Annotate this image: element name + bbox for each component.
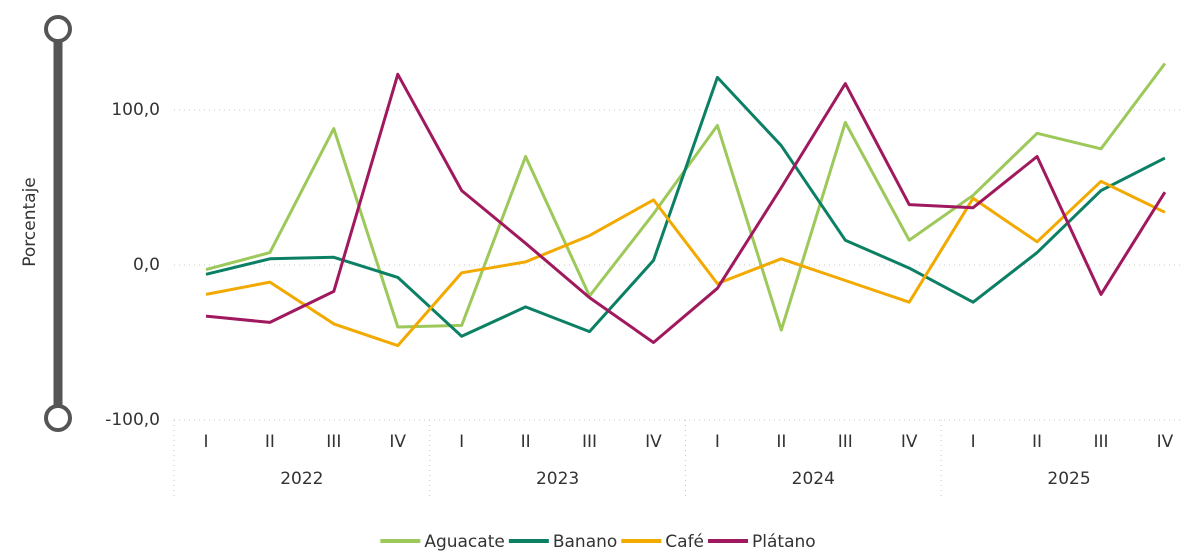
x-tick-label: III [326, 432, 341, 452]
legend-label: Banano [553, 532, 617, 551]
series-line [205, 62, 1167, 332]
legend: Aguacate Banano Café Plátano [380, 532, 816, 551]
x-group-label: 2024 [792, 469, 835, 489]
legend-label: Café [665, 532, 704, 551]
x-tick-label: II [776, 432, 786, 452]
x-group-label: 2022 [280, 469, 323, 489]
x-tick-label: I [459, 432, 464, 452]
legend-label: Plátano [752, 532, 816, 551]
slider-handle[interactable] [44, 404, 72, 432]
slider-handle[interactable] [44, 15, 72, 43]
series-line [205, 75, 1166, 338]
x-tick-label: II [521, 432, 531, 452]
legend-label: Aguacate [424, 532, 505, 551]
x-tick-label: I [203, 432, 208, 452]
x-tick-label: II [1032, 432, 1042, 452]
x-tick-label: II [265, 432, 275, 452]
y-tick-label: 100,0 [111, 100, 160, 120]
y-tick-label: -100,0 [105, 410, 160, 430]
series-line [205, 179, 1166, 348]
x-tick-label: I [971, 432, 976, 452]
x-tick-label: III [838, 432, 853, 452]
range-slider[interactable] [44, 15, 72, 432]
x-tick-label: III [582, 432, 597, 452]
y-axis-label: Porcentaje [20, 177, 40, 267]
x-tick-label: IV [389, 432, 406, 452]
series-line [205, 72, 1167, 344]
y-tick-label: 0,0 [133, 255, 160, 275]
x-group-label: 2025 [1047, 469, 1090, 489]
x-tick-label: IV [901, 432, 918, 452]
x-group-label: 2023 [536, 469, 579, 489]
x-tick-label: IV [1157, 432, 1174, 452]
x-tick-label: III [1093, 432, 1108, 452]
x-tick-label: IV [645, 432, 662, 452]
x-tick-label: I [715, 432, 720, 452]
